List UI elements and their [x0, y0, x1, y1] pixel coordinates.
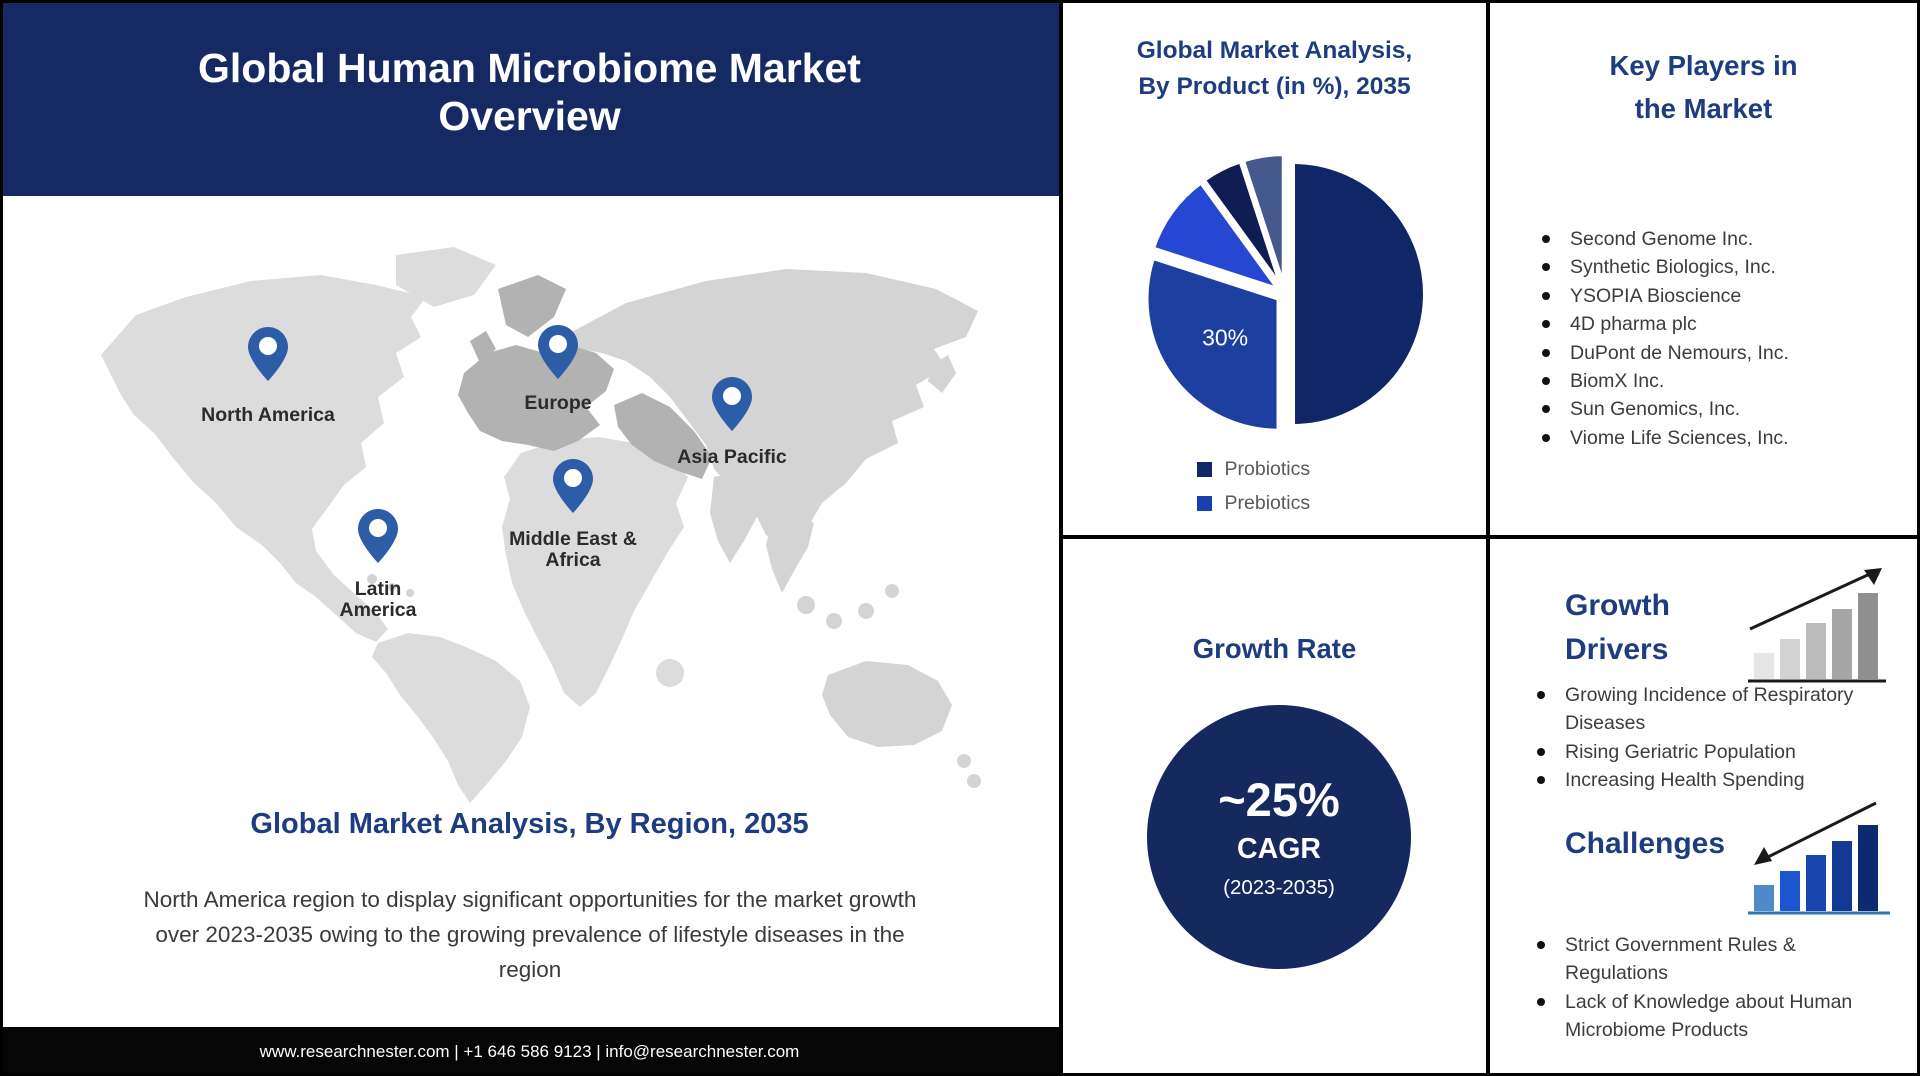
- bullet-item: Strict Government Rules & Regulations: [1535, 931, 1895, 988]
- bullet-item: Increasing Health Spending: [1535, 766, 1895, 794]
- product-title-line2: By Product (in %), 2035: [1138, 73, 1411, 101]
- product-analysis-panel: Global Market Analysis, By Product (in %…: [1063, 3, 1486, 535]
- key-players-title: Key Players in the Market: [1490, 45, 1917, 130]
- map-pin-europe: [538, 325, 578, 379]
- world-map-area: North America Europe Asia Pacific Middle…: [66, 245, 1006, 810]
- map-label-north-america: North America: [201, 404, 335, 426]
- drivers-challenges-panel: Growth Drivers Growing Incidence of Resp…: [1490, 539, 1917, 1073]
- map-label-latin-america: Latin America: [339, 578, 417, 622]
- map-pin-latin-america: [358, 509, 398, 563]
- horizontal-divider: [1059, 535, 1920, 539]
- map-pin-north-america: [248, 327, 288, 381]
- challenges-title: Challenges: [1565, 827, 1726, 860]
- bullet-item: Sun Genomics, Inc.: [1540, 395, 1909, 423]
- footer-bar: www.researchnester.com | +1 646 586 9123…: [0, 1027, 1059, 1076]
- growth-drivers-list: Growing Incidence of Respiratory Disease…: [1535, 681, 1895, 795]
- map-pin-middle-east-africa: [553, 459, 593, 513]
- bullet-item: Lack of Knowledge about Human Microbiome…: [1535, 988, 1895, 1045]
- growth-rate-panel: Growth Rate ~25% CAGR (2023-2035): [1063, 539, 1486, 1073]
- pie-data-label: 30%: [1202, 324, 1248, 350]
- page-title: Global Human Microbiome Market Overview: [198, 44, 861, 153]
- legend-row: Prebiotics: [1196, 492, 1353, 515]
- bullet-item: Rising Geriatric Population: [1535, 738, 1895, 766]
- page-title-line2: Overview: [438, 93, 621, 139]
- pie-slice-other: [1240, 152, 1286, 289]
- bullet-item: Viome Life Sciences, Inc.: [1540, 424, 1909, 452]
- pie-slice-other: [1150, 180, 1281, 292]
- key-players-panel: Key Players in the Market Second Genome …: [1490, 3, 1917, 535]
- legend-swatch: [1196, 496, 1212, 511]
- region-analysis-note: North America region to display signific…: [143, 887, 917, 982]
- growth-drivers-title-line1: Growth: [1565, 589, 1670, 622]
- footer-contact-text: www.researchnester.com | +1 646 586 9123…: [259, 1041, 800, 1061]
- key-players-title-line2: the Market: [1634, 92, 1773, 124]
- map-label-middle-east-africa: Middle East & Africa: [509, 528, 637, 572]
- map-label-asia-pacific: Asia Pacific: [677, 446, 787, 468]
- pie-slice-prebiotics: [1144, 255, 1281, 433]
- pie-legend: Probiotics Prebiotics: [1063, 458, 1486, 515]
- legend-label: Prebiotics: [1224, 492, 1311, 514]
- legend-swatch: [1196, 462, 1212, 477]
- challenges-list: Strict Government Rules & Regulations Lac…: [1535, 931, 1895, 1045]
- legend-label: Probiotics: [1224, 458, 1311, 480]
- challenge-bars-icon: [1748, 801, 1890, 915]
- bullet-item: 4D pharma plc: [1540, 310, 1909, 338]
- product-title-line1: Global Market Analysis,: [1136, 37, 1413, 64]
- cagr-value: ~25%: [1218, 772, 1340, 826]
- bullet-item: YSOPIA Bioscience: [1540, 282, 1909, 310]
- product-panel-title: Global Market Analysis, By Product (in %…: [1063, 33, 1486, 106]
- bullet-item: DuPont de Nemours, Inc.: [1540, 339, 1909, 367]
- cagr-period: (2023-2035): [1223, 876, 1335, 900]
- page-title-line1: Global Human Microbiome Market: [198, 44, 861, 91]
- region-analysis-heading: Global Market Analysis, By Region, 2035: [250, 808, 809, 840]
- product-pie-chart: 30%: [1144, 152, 1427, 433]
- header-banner: Global Human Microbiome Market Overview: [0, 0, 1059, 196]
- growth-drivers-title: Growth Drivers: [1565, 584, 1735, 671]
- pie-slice-probiotics: [1291, 160, 1427, 428]
- map-pin-asia-pacific: [712, 377, 752, 431]
- world-map: [101, 247, 981, 803]
- key-players-list: Second Genome Inc. Synthetic Biologics, I…: [1540, 225, 1909, 452]
- legend-row: Probiotics: [1196, 458, 1353, 481]
- rising-bars-icon: [1748, 568, 1886, 683]
- bullet-item: Second Genome Inc.: [1540, 225, 1909, 253]
- key-players-title-line1: Key Players in: [1609, 50, 1798, 81]
- bullet-item: BiomX Inc.: [1540, 367, 1909, 395]
- bullet-item: Synthetic Biologics, Inc.: [1540, 253, 1909, 281]
- map-label-europe: Europe: [524, 392, 592, 414]
- cagr-label: CAGR: [1237, 833, 1321, 866]
- growth-drivers-title-line2: Drivers: [1565, 632, 1669, 666]
- growth-rate-circle: ~25% CAGR (2023-2035): [1147, 705, 1411, 969]
- growth-rate-title: Growth Rate: [1192, 633, 1357, 664]
- bullet-item: Growing Incidence of Respiratory Disease…: [1535, 681, 1895, 738]
- pie-slice-other: [1201, 159, 1284, 289]
